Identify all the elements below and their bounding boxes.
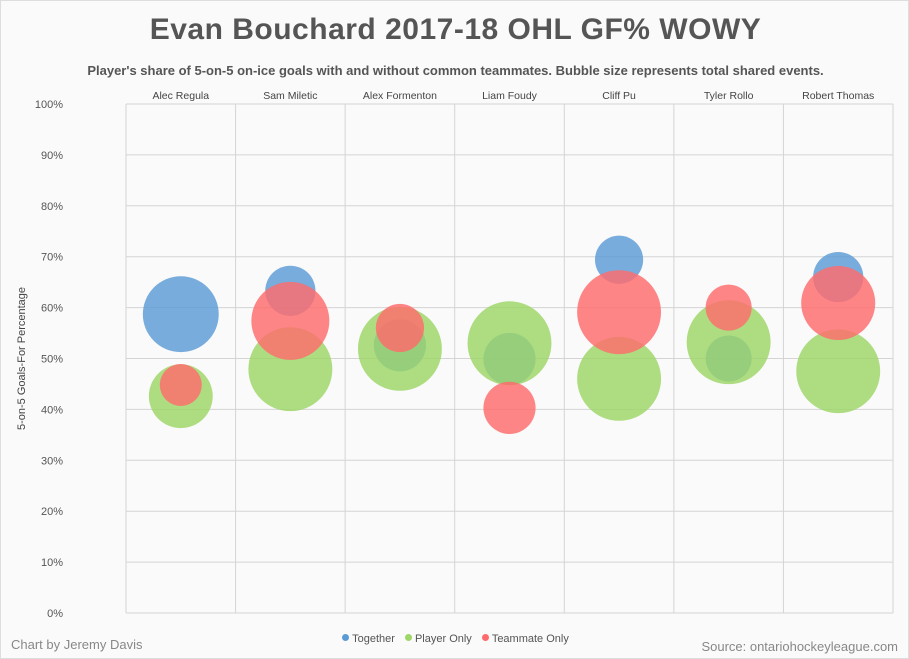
bubble-player-only <box>467 301 552 386</box>
bubble-player-only <box>577 336 662 421</box>
legend: Together Player Only Teammate Only <box>1 633 908 645</box>
y-tick-label: 60% <box>41 303 63 315</box>
bubble-player-only <box>686 300 771 385</box>
category-label: Alec Regula <box>152 90 209 102</box>
y-tick-label: 10% <box>41 557 63 569</box>
y-tick-label: 20% <box>41 506 63 518</box>
category-label: Tyler Rollo <box>704 90 754 102</box>
y-tick-label: 50% <box>41 354 63 366</box>
bubble-teammate-only <box>483 381 536 434</box>
y-tick-label: 0% <box>47 608 63 620</box>
legend-dot-icon <box>481 634 489 641</box>
y-axis-label: 5-on-5 Goals-For Percentage <box>16 287 28 430</box>
category-label: Cliff Pu <box>602 90 636 102</box>
y-tick-label: 80% <box>41 201 63 213</box>
bubble-together <box>594 235 644 284</box>
legend-item[interactable]: Together <box>342 633 395 645</box>
bubble-together <box>142 276 219 353</box>
bubble-teammate-only <box>375 303 425 353</box>
category-label: Robert Thomas <box>802 90 874 102</box>
legend-label: Together <box>352 633 395 645</box>
y-tick-label: 70% <box>41 252 63 264</box>
legend-label: Teammate Only <box>491 633 569 645</box>
bubble-player-only <box>796 329 881 414</box>
chart-subtitle: Player's share of 5-on-5 on-ice goals wi… <box>87 63 824 78</box>
bubble-teammate-only <box>159 363 202 406</box>
y-tick-label: 100% <box>35 99 63 111</box>
y-tick-label: 30% <box>41 455 63 467</box>
bubble-teammate-only <box>705 284 752 331</box>
source-text: Source: ontariohockeyleague.com <box>701 639 898 654</box>
legend-item[interactable]: Teammate Only <box>481 633 569 645</box>
y-tick-label: 90% <box>41 150 63 162</box>
bubble-teammate-only <box>801 266 876 341</box>
chart-title: Evan Bouchard 2017-18 OHL GF% WOWY <box>149 13 762 46</box>
y-tick-label: 40% <box>41 404 63 416</box>
legend-dot-icon <box>404 634 412 641</box>
bubble-teammate-only <box>251 281 330 360</box>
legend-item[interactable]: Player Only <box>404 633 472 645</box>
bubble-teammate-only <box>577 270 662 355</box>
category-label: Alex Formenton <box>363 90 437 102</box>
legend-dot-icon <box>342 634 350 641</box>
category-label: Liam Foudy <box>482 90 538 102</box>
credit-text: Chart by Jeremy Davis <box>11 637 143 652</box>
legend-label: Player Only <box>414 633 472 645</box>
category-label: Sam Miletic <box>263 90 317 102</box>
